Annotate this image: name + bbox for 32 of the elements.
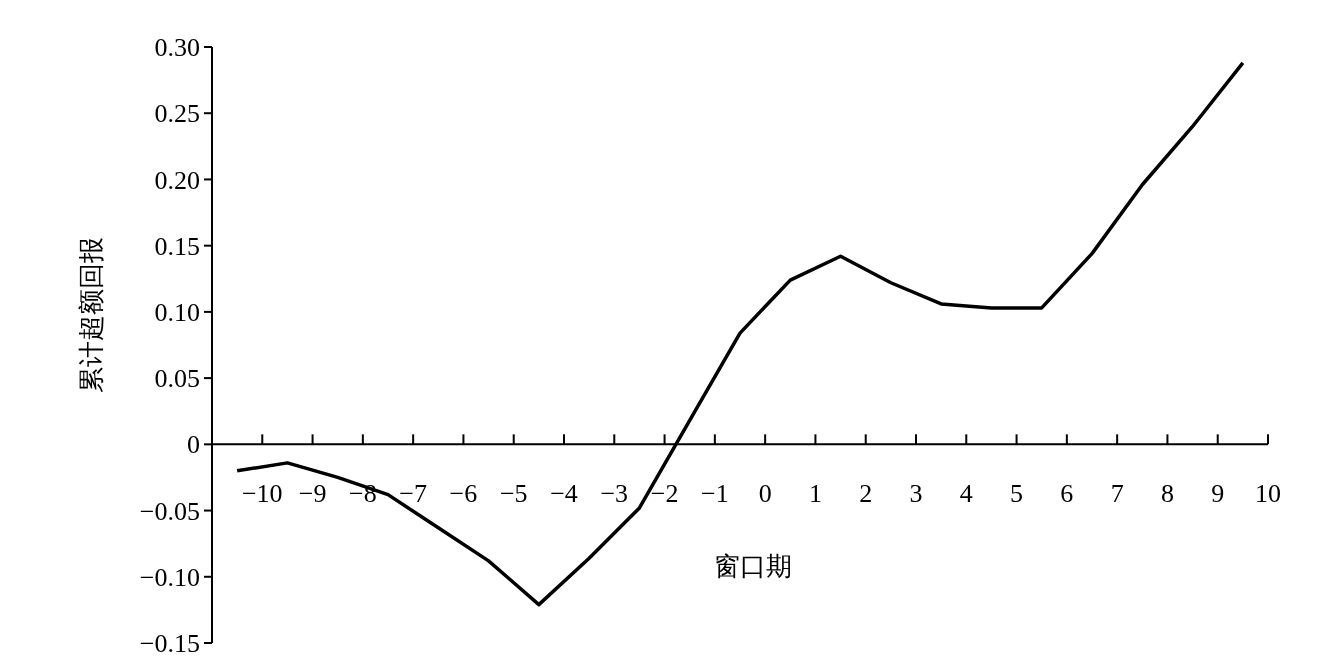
- x-tick-label: −9: [298, 479, 327, 509]
- x-tick-label: 5: [1010, 479, 1024, 509]
- x-tick-label: 10: [1255, 479, 1281, 509]
- y-tick-label: 0.25: [154, 99, 200, 129]
- x-tick-label: 8: [1160, 479, 1174, 509]
- x-axis-title: 窗口期: [714, 552, 792, 581]
- x-tick-label: −2: [650, 479, 679, 509]
- x-tick-label: −3: [600, 479, 629, 509]
- y-tick-label: −0.10: [139, 562, 200, 592]
- x-tick-label: −5: [499, 479, 528, 509]
- y-tick-label: −0.15: [139, 629, 200, 659]
- x-tick-label: −10: [241, 479, 283, 509]
- y-axis-title: 累计超额回报: [77, 237, 106, 393]
- y-tick-label: −0.05: [139, 496, 200, 526]
- x-tick-label: 6: [1060, 479, 1074, 509]
- y-tick-label: 0: [187, 430, 200, 460]
- x-tick-label: 7: [1110, 479, 1124, 509]
- y-tick-label: 0.30: [154, 33, 200, 63]
- x-tick-label: 9: [1211, 479, 1225, 509]
- x-tick-label: 1: [808, 479, 822, 509]
- x-tick-label: −4: [550, 479, 578, 509]
- y-tick-label: 0.15: [154, 231, 200, 261]
- y-tick-label: 0.20: [154, 165, 200, 195]
- x-tick-label: 2: [859, 479, 873, 509]
- x-tick-label: −1: [701, 479, 729, 509]
- y-tick-label: 0.05: [154, 364, 200, 394]
- x-tick-label: −6: [449, 479, 478, 509]
- x-tick-label: 3: [909, 479, 923, 509]
- y-tick-label: 0.10: [154, 297, 200, 327]
- x-tick-label: 4: [959, 479, 973, 509]
- x-tick-label: −7: [399, 479, 427, 509]
- x-tick-label: 0: [758, 479, 772, 509]
